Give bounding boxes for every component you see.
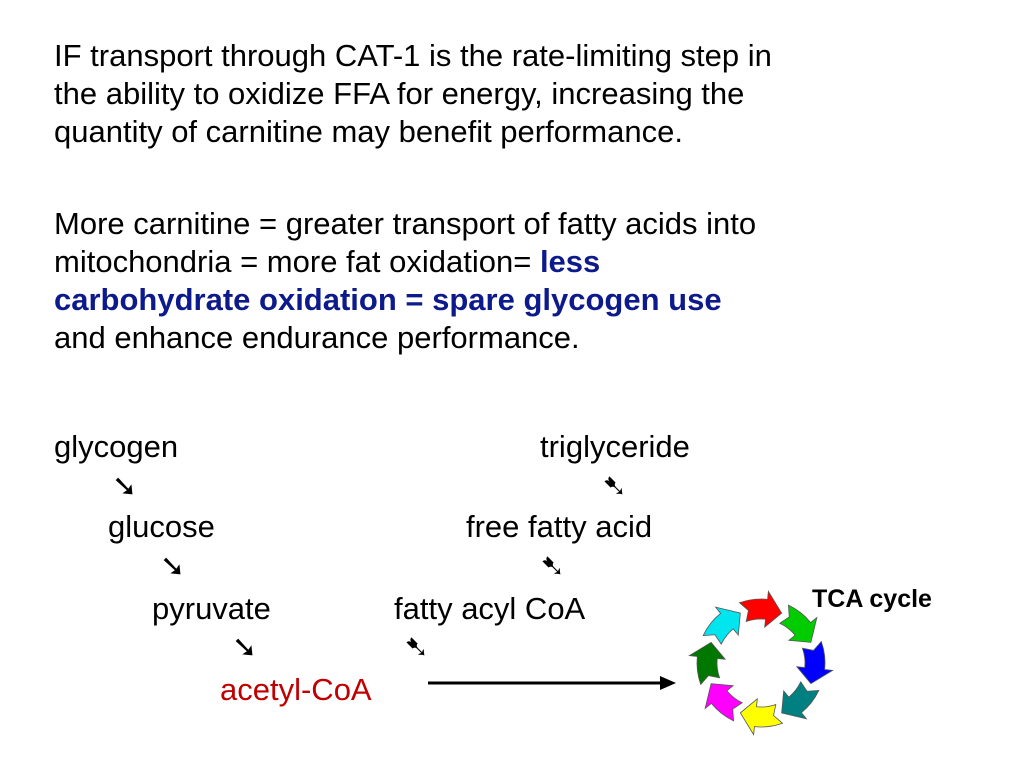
- arrow-glucose-to-pyruvate: ➘: [160, 549, 186, 584]
- arrow-triglyceride-to-ffa: ➷: [602, 469, 628, 504]
- paragraph2-line-2-text: mitochondria = more fat oxidation=: [54, 244, 540, 279]
- tca-segment-magenta: [704, 683, 743, 722]
- tca-segment-blue: [795, 640, 834, 685]
- tca-segment-dark-green: [688, 641, 727, 686]
- tca-cycle-wheel: [688, 590, 834, 736]
- tca-cycle-label: TCA cycle: [812, 585, 932, 613]
- paragraph2-line-1: More carnitine = greater transport of fa…: [54, 206, 757, 241]
- tca-segment-cyan: [702, 606, 741, 645]
- node-acetyl-coa: acetyl-CoA: [220, 672, 372, 707]
- node-glucose: glucose: [108, 509, 215, 544]
- arrow-pyruvate-to-acetyl-coa: ➘: [232, 630, 258, 665]
- arrow-acetyl-coa-to-tca: [428, 676, 676, 690]
- emphasis-spare-glycogen: carbohydrate oxidation = spare glycogen …: [54, 282, 722, 317]
- node-fatty-acyl-coa: fatty acyl CoA: [394, 591, 586, 626]
- paragraph2-line-2: mitochondria = more fat oxidation= less: [54, 243, 994, 281]
- emphasis-less: less: [539, 244, 601, 279]
- paragraph-carnitine-effect: More carnitine = greater transport of fa…: [54, 205, 994, 357]
- paragraph1-line-3: quantity of carnitine may benefit perfor…: [54, 114, 683, 149]
- node-free-fatty-acid: free fatty acid: [466, 509, 653, 544]
- paragraph2-line-4: and enhance endurance performance.: [54, 320, 580, 355]
- paragraph1-line-2: the ability to oxidize FFA for energy, i…: [54, 76, 745, 111]
- tca-segment-teal: [781, 681, 820, 720]
- node-triglyceride: triglyceride: [540, 429, 690, 464]
- arrow-ffa-to-fatty-acyl-coa: ➷: [540, 549, 566, 584]
- tca-segment-green: [779, 604, 818, 643]
- paragraph-carnitine-hypothesis: IF transport through CAT-1 is the rate-l…: [54, 37, 994, 151]
- tca-segment-yellow: [739, 697, 784, 736]
- arrow-glycogen-to-glucose: ➘: [112, 469, 138, 504]
- node-pyruvate: pyruvate: [152, 591, 271, 626]
- tca-segment-red: [738, 590, 783, 629]
- arrow-fatty-acyl-coa-to-acetyl-coa: ➷: [404, 630, 430, 665]
- node-glycogen: glycogen: [54, 429, 179, 464]
- paragraph1-line-1: IF transport through CAT-1 is the rate-l…: [54, 38, 772, 73]
